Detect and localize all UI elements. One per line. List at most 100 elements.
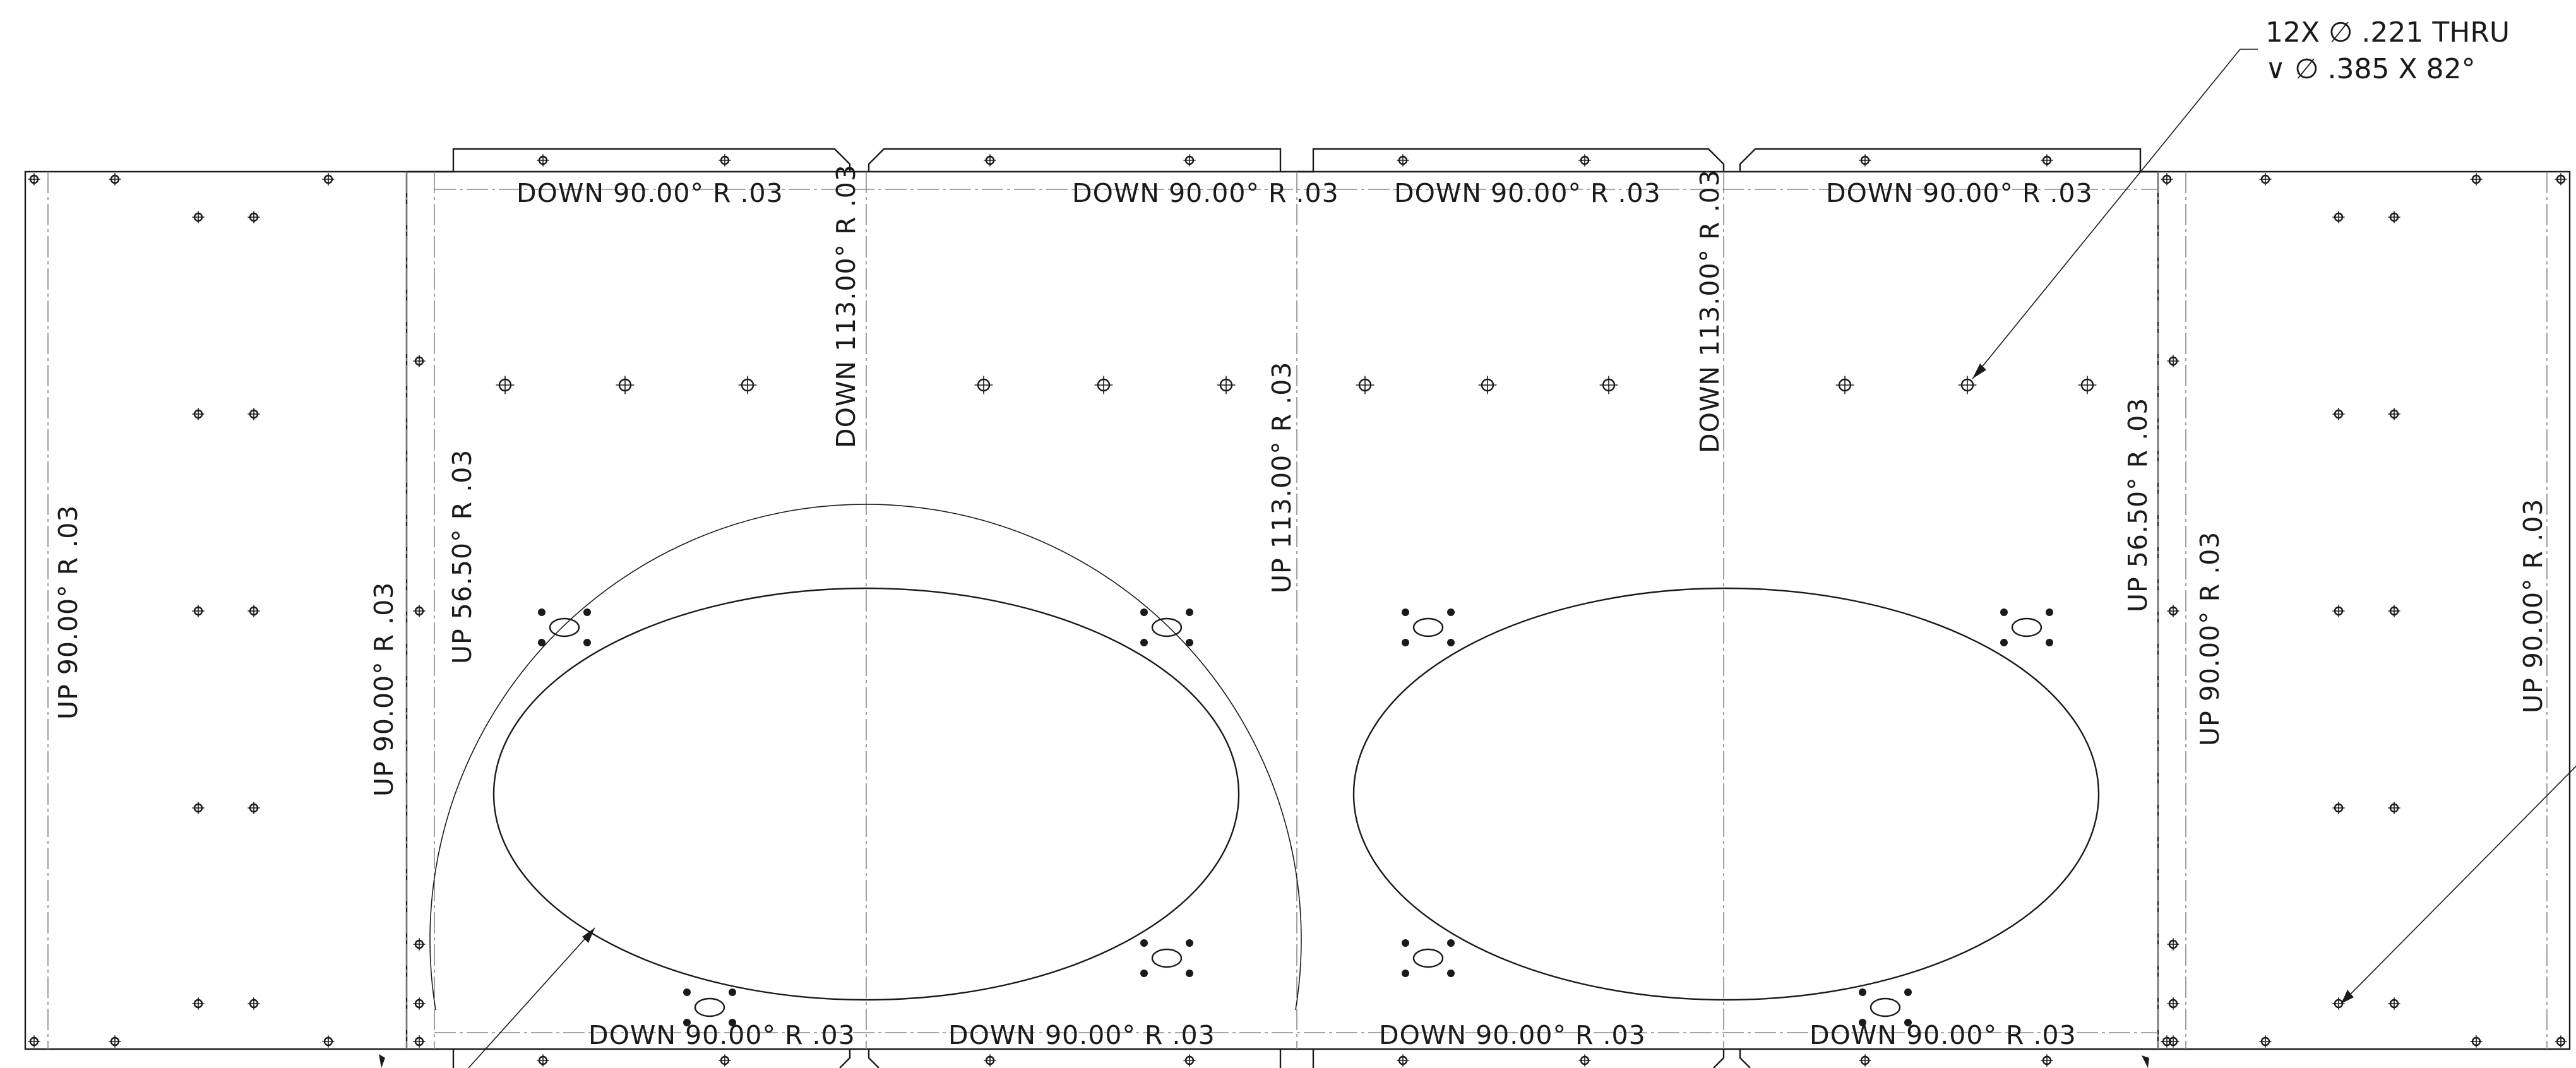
hole-small-crosshair [192, 408, 205, 420]
slot-pin-hole [1140, 939, 1148, 947]
hole-small-crosshair [537, 154, 549, 167]
slot-pin-hole [729, 988, 736, 996]
slot-pin-hole [729, 1019, 736, 1026]
bend-label-bottom-4: DOWN 90.00° R .03 [1810, 1020, 2077, 1050]
hole-small-crosshair [2332, 211, 2345, 223]
hole-callout-line2: ∨ ∅ .385 X 82° [2265, 53, 2476, 85]
hole-small-crosshair [413, 997, 426, 1010]
hole-small-crosshair [2388, 211, 2400, 223]
slot-pin-hole [683, 1019, 691, 1026]
hole-small-crosshair [1578, 1054, 1591, 1067]
bend-label-up90-inner-left: UP 90.00° R .03 [369, 582, 399, 797]
hole-small-crosshair [1859, 154, 1871, 167]
hole-small-crosshair [1397, 1054, 1409, 1067]
slot-pin-hole [1447, 970, 1455, 977]
hole-small-crosshair [2388, 605, 2400, 617]
mounting-slot [549, 617, 580, 638]
hole-small-crosshair [2332, 802, 2345, 814]
bend-label-bottom-1: DOWN 90.00° R .03 [588, 1020, 856, 1050]
slot-pin-hole [2046, 639, 2053, 646]
slot-pin-hole [1186, 608, 1193, 616]
hole-small-crosshair [537, 1054, 549, 1067]
hole-small-crosshair [719, 154, 731, 167]
hole-small-crosshair [2332, 605, 2345, 617]
hole-small-crosshair [2259, 1035, 2272, 1048]
hole-small-crosshair [1183, 154, 1196, 167]
slot-pin-hole [683, 988, 691, 996]
hole-small-crosshair [2332, 997, 2345, 1010]
slot-pin-hole [1447, 939, 1455, 947]
bend-label-bottom-2: DOWN 90.00° R .03 [948, 1020, 1215, 1050]
hole-thru-crosshair [616, 376, 635, 395]
cutouts [429, 504, 2100, 1011]
hole-small-crosshair [2167, 605, 2179, 617]
hole-small-crosshair [984, 154, 996, 167]
slot-pin-hole [1402, 970, 1409, 977]
hole-small-crosshair [322, 173, 335, 186]
hole-small-crosshair [413, 938, 426, 951]
hole-small-crosshair [247, 997, 260, 1010]
hole-small-crosshair [2259, 173, 2272, 186]
hole-small-crosshair [2470, 173, 2483, 186]
slot-pin-hole [538, 608, 546, 616]
hole-small-crosshair [2167, 997, 2179, 1010]
slot-pin-hole [1402, 639, 1409, 646]
hole-small-crosshair [2041, 1054, 2053, 1067]
mounting-slot [1869, 997, 1901, 1018]
hole-thru-crosshair [1356, 376, 1374, 395]
hole-small-crosshair [1397, 154, 1409, 167]
hole-small-crosshair [1859, 1054, 1871, 1067]
slot-pin-hole [538, 639, 546, 646]
bend-label-up113: UP 113.00° R .03 [1267, 362, 1297, 593]
hole-small-crosshair [413, 605, 426, 617]
hole-small-crosshair [413, 1035, 426, 1048]
slot-pin-hole [1140, 639, 1148, 646]
slot-pin-hole [1402, 608, 1409, 616]
hole-callout: 12X ∅ .221 THRU ∨ ∅ .385 X 82° [379, 16, 2576, 1068]
hole-callout-line1: 12X ∅ .221 THRU [2265, 16, 2510, 49]
slot-pin-hole [1904, 1019, 1912, 1026]
slot-pin-hole [1186, 970, 1193, 977]
hole-thru-crosshair [1217, 376, 1236, 395]
slot-pin-hole [2000, 608, 2008, 616]
slot-pin-hole [583, 608, 591, 616]
hole-small-crosshair [2161, 1035, 2173, 1048]
bend-label-up90-inner-right: UP 90.00° R .03 [2195, 531, 2225, 746]
bend-label-top-1: DOWN 90.00° R .03 [516, 178, 784, 208]
hole-small-crosshair [2388, 997, 2400, 1010]
hole-thru-crosshair [1094, 376, 1113, 395]
hole-small-crosshair [2167, 938, 2179, 951]
hole-small-crosshair [1578, 154, 1591, 167]
bend-label-up90-right: UP 90.00° R .03 [2518, 499, 2548, 713]
hole-small-crosshair [2388, 408, 2400, 420]
hole-small-crosshair [2470, 1035, 2483, 1048]
bend-label-up56-left: UP 56.50° R .03 [447, 449, 477, 664]
hole-small-crosshair [984, 1054, 996, 1067]
hole-small-crosshair [2555, 173, 2567, 186]
hole-small-crosshair [192, 802, 205, 814]
slot-pin-hole [2046, 608, 2053, 616]
slot-pin-hole [583, 639, 591, 646]
slot-pin-hole [1859, 1019, 1866, 1026]
slot-pin-hole [1140, 970, 1148, 977]
hole-small-crosshair [413, 355, 426, 367]
hole-small-crosshair [192, 211, 205, 223]
slot-pin-hole [2000, 639, 2008, 646]
hole-small-crosshair [28, 173, 40, 186]
sheet-outline [24, 148, 2571, 1068]
mounting-slot [694, 997, 725, 1018]
hole-small-crosshair [322, 1035, 335, 1048]
bend-lines [47, 172, 2548, 1049]
mounting-slot [1151, 617, 1183, 638]
slot-pin-hole [1186, 939, 1193, 947]
hole-thru-crosshair [1958, 376, 1977, 395]
mounting-slot [1151, 948, 1183, 968]
hole-thru-crosshair [1599, 376, 1618, 395]
slot-pin-hole [1447, 639, 1455, 646]
hole-small-crosshair [2332, 408, 2345, 420]
hole-thru-crosshair [738, 376, 757, 395]
hole-small-crosshair [2161, 173, 2173, 186]
hole-small-crosshair [2167, 355, 2179, 367]
hole-small-crosshair [247, 211, 260, 223]
